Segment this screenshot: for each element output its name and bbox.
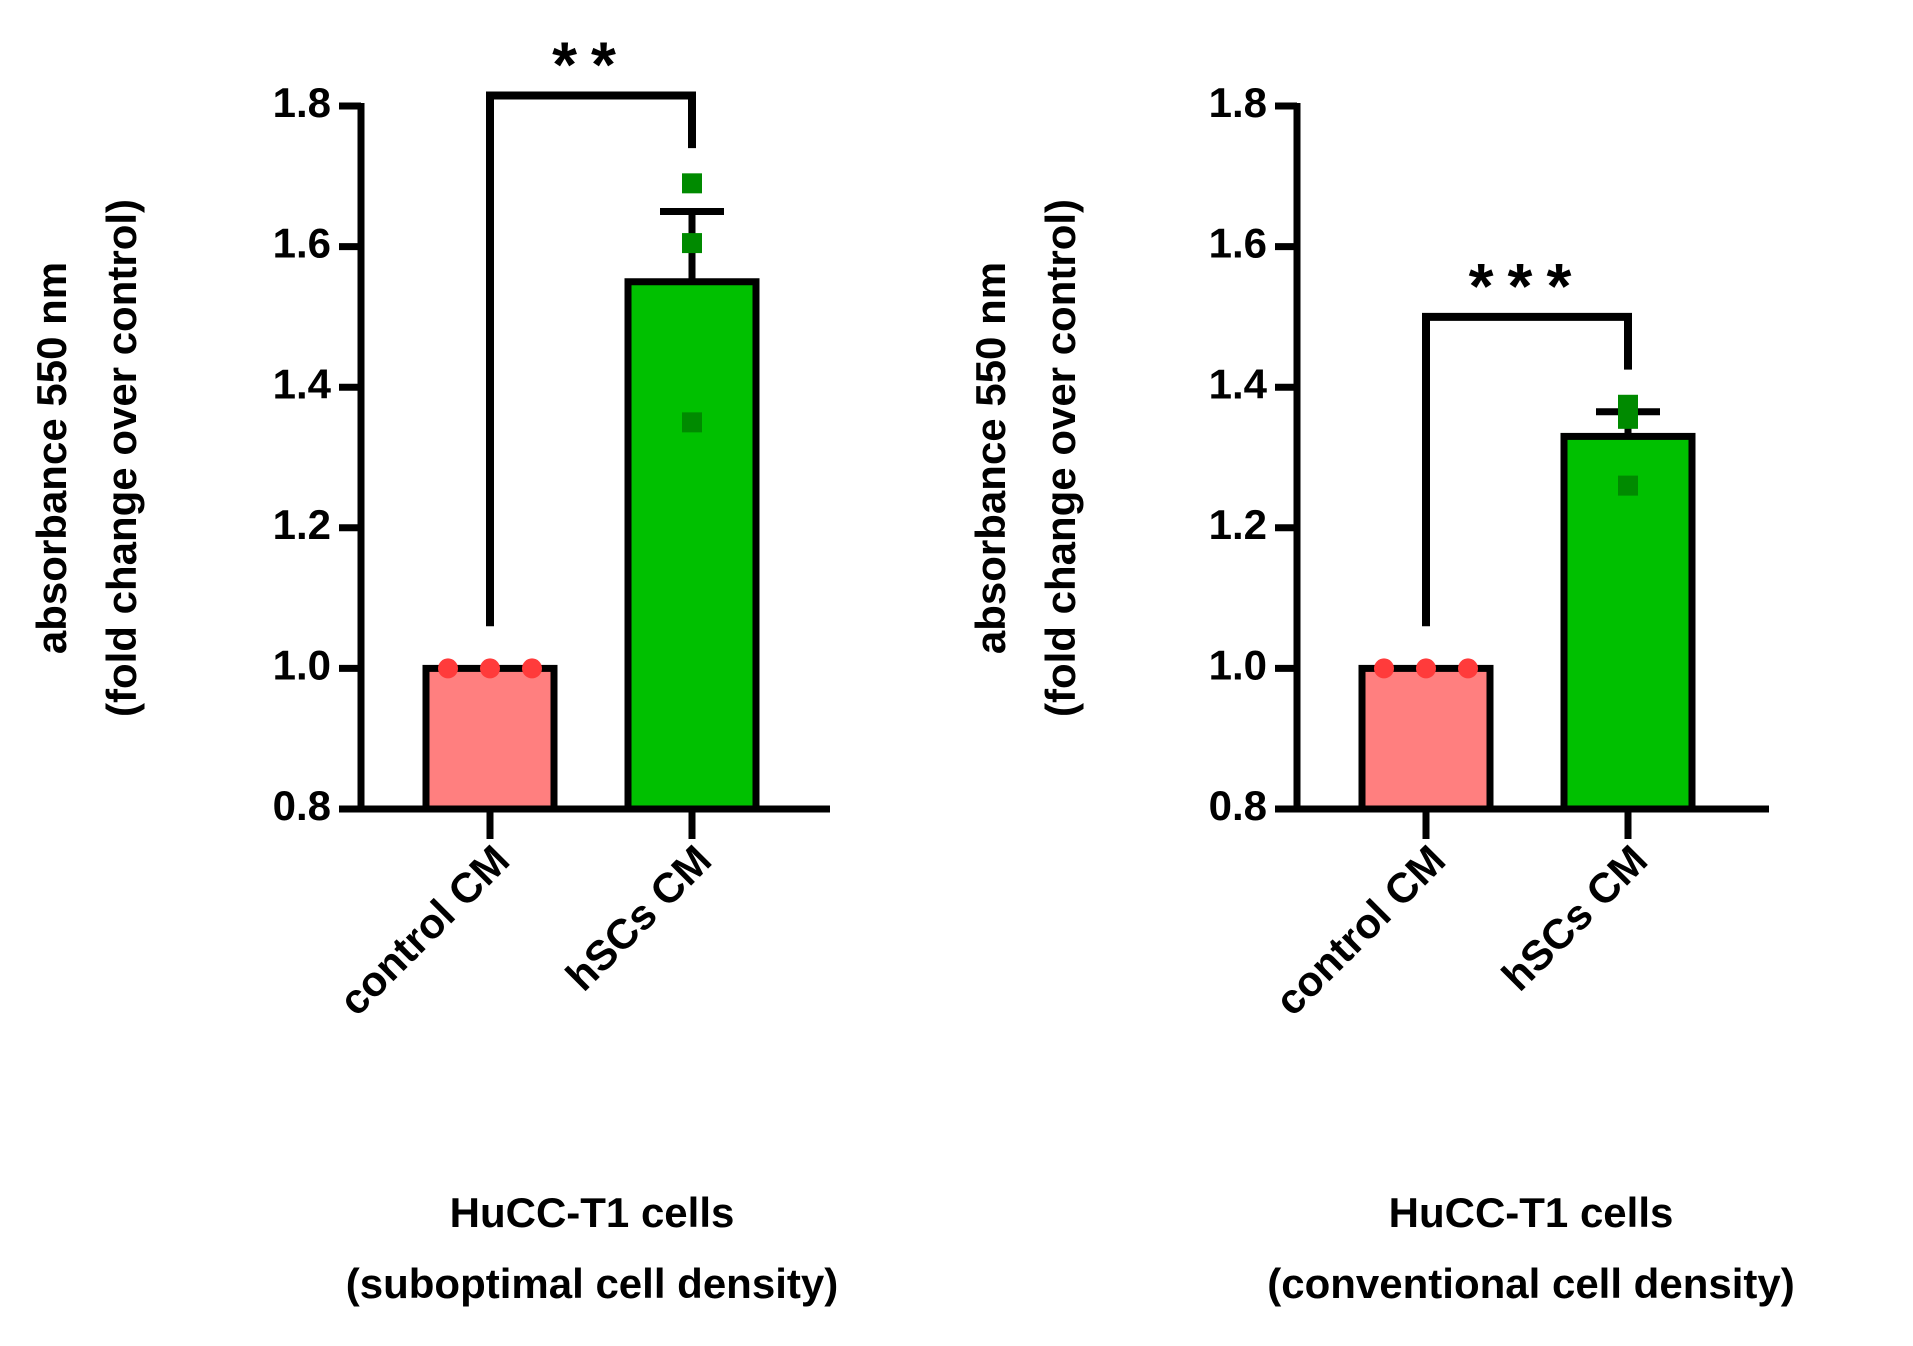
- data-point: [682, 173, 702, 194]
- bar: [624, 278, 760, 813]
- x-tick-label: control CM: [330, 836, 518, 1024]
- data-point: [1374, 658, 1394, 679]
- y-axis-label: (fold change over control): [1037, 199, 1084, 717]
- y-tick-label: 1.2: [1209, 501, 1267, 548]
- y-tick-label: 1.6: [1209, 220, 1267, 267]
- y-axis-label: absorbance 550 nm: [28, 262, 75, 654]
- x-axis-title: (suboptimal cell density): [346, 1260, 838, 1307]
- x-tick-label: hSCs CM: [1493, 836, 1657, 1000]
- y-tick-label: 1.0: [1209, 641, 1267, 688]
- data-point: [682, 412, 702, 433]
- data-point: [438, 658, 458, 679]
- data-point: [1458, 658, 1478, 679]
- bar: [1358, 664, 1494, 813]
- y-axis-label: (fold change over control): [98, 199, 145, 717]
- data-point: [1618, 475, 1638, 496]
- y-tick-label: 1.6: [273, 220, 331, 267]
- y-tick-label: 1.2: [273, 501, 331, 548]
- x-tick-label: hSCs CM: [557, 836, 721, 1000]
- x-axis-title: HuCC-T1 cells: [1389, 1189, 1674, 1236]
- significance-bracket: [1422, 312, 1632, 627]
- data-point: [1416, 658, 1436, 679]
- y-tick-label: 0.8: [1209, 782, 1267, 829]
- bar: [422, 664, 558, 813]
- bar: [1560, 432, 1696, 813]
- y-tick-label: 1.8: [1209, 79, 1267, 126]
- x-axis-title: (conventional cell density): [1267, 1260, 1794, 1307]
- data-point: [682, 233, 702, 254]
- x-tick-label: control CM: [1266, 836, 1454, 1024]
- data-point: [522, 658, 542, 679]
- significance-label: ***: [1469, 250, 1586, 322]
- significance-label: **: [552, 28, 630, 100]
- y-tick-label: 0.8: [273, 782, 331, 829]
- y-tick-label: 1.4: [273, 360, 332, 407]
- y-tick-label: 1.4: [1209, 360, 1268, 407]
- significance-bracket: [486, 91, 696, 627]
- data-point: [480, 658, 500, 679]
- x-axis-title: HuCC-T1 cells: [450, 1189, 735, 1236]
- data-point: [1618, 408, 1638, 429]
- y-tick-label: 1.0: [273, 641, 331, 688]
- y-tick-label: 1.8: [273, 79, 331, 126]
- y-axis-label: absorbance 550 nm: [967, 262, 1014, 654]
